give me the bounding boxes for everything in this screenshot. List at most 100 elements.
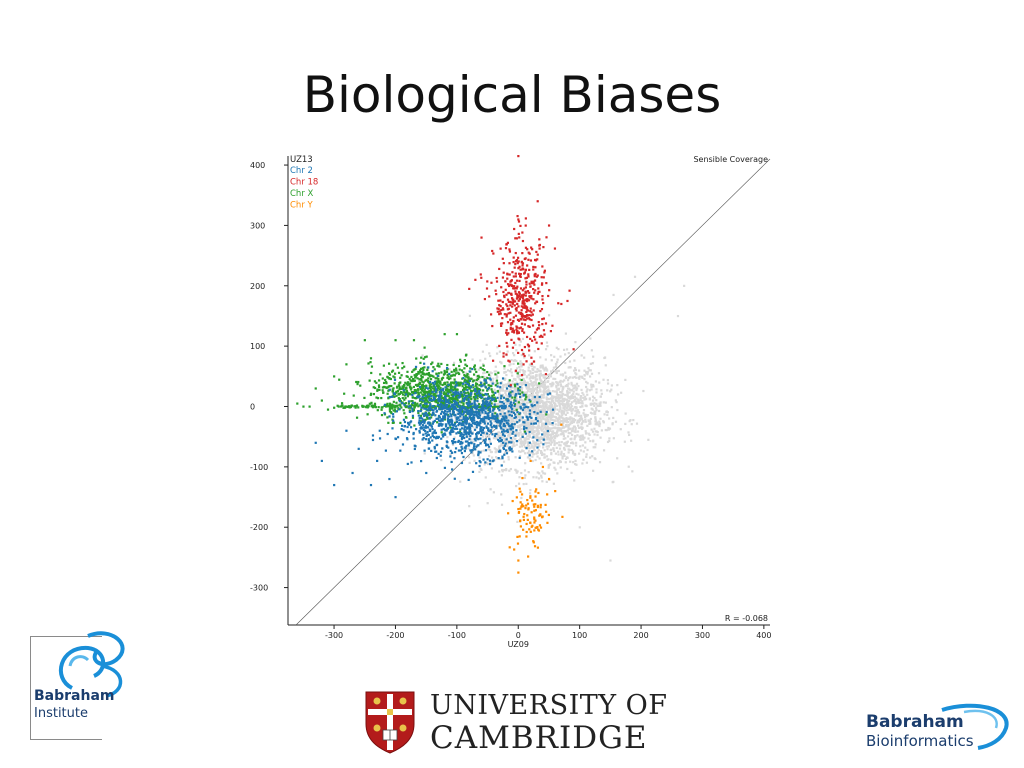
data-point-chr-x bbox=[368, 402, 371, 405]
data-point-chr-2 bbox=[474, 390, 477, 393]
background-point bbox=[537, 421, 540, 424]
data-point-chr-2 bbox=[394, 496, 397, 499]
data-point-chr-2 bbox=[439, 422, 442, 425]
data-point-chr-x bbox=[429, 378, 433, 381]
data-point-chr-18 bbox=[514, 237, 517, 240]
data-point-chr-18 bbox=[522, 306, 525, 309]
data-point-chr-2 bbox=[504, 407, 507, 410]
background-point bbox=[550, 451, 553, 454]
data-point-chr-2 bbox=[444, 403, 447, 406]
data-point-chr-x bbox=[453, 374, 456, 377]
x-tick-label: 100 bbox=[572, 631, 587, 640]
data-point-chr-x bbox=[447, 377, 451, 381]
background-point bbox=[506, 406, 509, 409]
data-point-chr-x bbox=[397, 371, 401, 374]
background-point bbox=[483, 413, 486, 416]
data-point-chr-18 bbox=[529, 259, 533, 262]
background-point bbox=[577, 393, 580, 396]
background-point bbox=[476, 384, 479, 387]
data-point-chr-18 bbox=[510, 338, 513, 341]
data-point-chr-2 bbox=[443, 466, 447, 469]
background-point bbox=[497, 417, 500, 420]
data-point-chr-x bbox=[390, 407, 394, 410]
background-point bbox=[521, 369, 525, 372]
background-point bbox=[528, 377, 531, 380]
data-point-chr-2 bbox=[388, 477, 391, 481]
background-point bbox=[535, 373, 538, 377]
data-point-chr-2 bbox=[450, 428, 453, 432]
background-point bbox=[531, 455, 534, 458]
data-point-chr-2 bbox=[521, 435, 524, 438]
data-point-chr-x bbox=[491, 394, 494, 397]
background-point bbox=[559, 373, 562, 376]
data-point-chr-2 bbox=[406, 421, 410, 424]
data-point-chr-2 bbox=[522, 403, 525, 406]
data-point-chr-18 bbox=[511, 346, 515, 349]
background-point bbox=[509, 440, 512, 443]
background-point bbox=[549, 423, 552, 426]
data-point-chr-2 bbox=[462, 415, 465, 419]
background-point bbox=[557, 384, 560, 387]
data-point-chr-2 bbox=[439, 412, 443, 415]
data-point-chr-2 bbox=[476, 404, 479, 407]
background-point bbox=[509, 467, 512, 471]
background-point bbox=[554, 403, 557, 406]
background-point bbox=[525, 425, 528, 428]
background-point bbox=[500, 431, 503, 435]
data-point-chr-2 bbox=[473, 400, 476, 403]
background-point bbox=[511, 374, 514, 377]
data-point-chr-x bbox=[456, 398, 459, 401]
data-point-chr-2 bbox=[533, 395, 536, 399]
data-point-chr-18 bbox=[526, 248, 529, 251]
data-point-chr-2 bbox=[484, 410, 487, 413]
background-point bbox=[500, 493, 503, 496]
data-point-chr-x bbox=[380, 408, 383, 411]
background-point bbox=[545, 436, 549, 439]
data-point-chr-2 bbox=[459, 415, 462, 418]
data-point-chr-x bbox=[450, 381, 453, 384]
background-point bbox=[551, 432, 555, 436]
data-point-chr-2 bbox=[428, 380, 432, 384]
data-point-chr-x bbox=[523, 430, 527, 433]
data-point-chr-18 bbox=[503, 313, 506, 316]
background-point bbox=[561, 424, 564, 427]
background-point bbox=[537, 425, 540, 429]
data-point-chr-18 bbox=[511, 330, 514, 333]
data-point-chr-18 bbox=[525, 315, 528, 318]
background-point bbox=[529, 425, 532, 428]
background-point bbox=[547, 458, 550, 461]
background-point bbox=[568, 445, 571, 448]
background-point bbox=[472, 454, 475, 457]
background-point bbox=[593, 427, 596, 430]
data-point-chr-x bbox=[355, 380, 358, 384]
data-point-chr-2 bbox=[451, 403, 454, 406]
data-point-chr-x bbox=[462, 388, 465, 391]
data-point-chr-2 bbox=[461, 447, 464, 450]
background-point bbox=[568, 376, 571, 380]
background-point bbox=[545, 341, 549, 344]
data-point-chr-2 bbox=[488, 462, 492, 466]
background-point bbox=[503, 378, 506, 382]
data-point-chr-2 bbox=[490, 416, 493, 420]
data-point-chr-2 bbox=[516, 383, 519, 386]
data-point-chr-x bbox=[442, 392, 446, 395]
background-point bbox=[538, 472, 541, 475]
data-point-chr-2 bbox=[444, 409, 447, 413]
data-point-chr-2 bbox=[430, 399, 433, 402]
data-point-chr-2 bbox=[511, 390, 514, 393]
data-point-chr-2 bbox=[462, 405, 465, 408]
data-point-chr-2 bbox=[485, 443, 488, 446]
background-point bbox=[529, 372, 532, 375]
data-point-chr-x bbox=[393, 376, 396, 379]
background-point bbox=[606, 440, 610, 444]
background-point bbox=[556, 388, 559, 391]
background-point bbox=[546, 433, 549, 436]
background-point bbox=[497, 423, 500, 426]
data-point-chr-2 bbox=[439, 395, 442, 398]
data-point-chr-2 bbox=[439, 398, 442, 402]
data-point-chr-2 bbox=[424, 394, 427, 397]
data-point-chr-2 bbox=[482, 399, 485, 402]
data-point-chr-18 bbox=[508, 300, 512, 304]
background-point bbox=[568, 417, 571, 420]
data-point-chr-18 bbox=[515, 259, 519, 262]
